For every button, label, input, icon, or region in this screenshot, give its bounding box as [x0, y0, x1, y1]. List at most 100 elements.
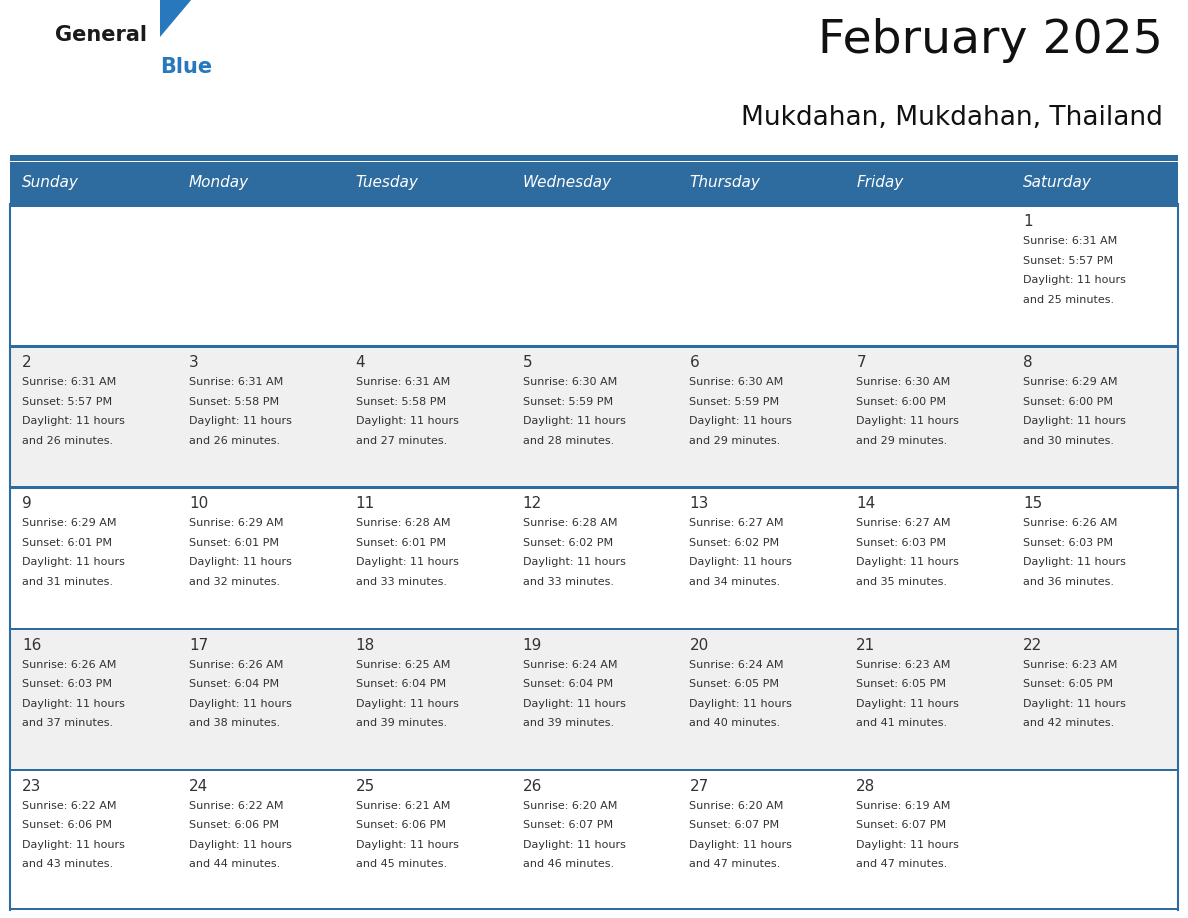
Text: Sunrise: 6:24 AM: Sunrise: 6:24 AM: [689, 660, 784, 669]
Text: Daylight: 11 hours: Daylight: 11 hours: [523, 416, 625, 426]
Text: and 29 minutes.: and 29 minutes.: [857, 436, 948, 446]
Text: 12: 12: [523, 497, 542, 511]
Text: Sunrise: 6:27 AM: Sunrise: 6:27 AM: [857, 519, 950, 529]
Text: 14: 14: [857, 497, 876, 511]
Text: 1: 1: [1023, 214, 1032, 229]
Text: and 35 minutes.: and 35 minutes.: [857, 577, 947, 587]
Text: February 2025: February 2025: [819, 18, 1163, 63]
Text: and 31 minutes.: and 31 minutes.: [23, 577, 113, 587]
Text: Sunrise: 6:20 AM: Sunrise: 6:20 AM: [523, 800, 617, 811]
Text: Sunrise: 6:26 AM: Sunrise: 6:26 AM: [1023, 519, 1118, 529]
Bar: [177, 162, 343, 204]
Text: Daylight: 11 hours: Daylight: 11 hours: [523, 699, 625, 709]
Text: and 42 minutes.: and 42 minutes.: [1023, 718, 1114, 728]
Text: 15: 15: [1023, 497, 1042, 511]
Text: Sunrise: 6:31 AM: Sunrise: 6:31 AM: [1023, 236, 1118, 246]
Text: 28: 28: [857, 778, 876, 794]
Text: Tuesday: Tuesday: [355, 175, 418, 191]
Text: and 26 minutes.: and 26 minutes.: [189, 436, 280, 446]
Text: 6: 6: [689, 355, 700, 370]
Bar: [10, 345, 1178, 348]
Text: Sunrise: 6:30 AM: Sunrise: 6:30 AM: [857, 377, 950, 387]
Text: and 33 minutes.: and 33 minutes.: [355, 577, 447, 587]
Text: Sunset: 6:07 PM: Sunset: 6:07 PM: [523, 821, 613, 830]
Text: Sunset: 6:07 PM: Sunset: 6:07 PM: [857, 821, 947, 830]
Text: Sunset: 6:02 PM: Sunset: 6:02 PM: [523, 538, 613, 548]
Bar: [10, 628, 1178, 768]
Text: 2: 2: [23, 355, 32, 370]
Text: 9: 9: [23, 497, 32, 511]
Text: and 40 minutes.: and 40 minutes.: [689, 718, 781, 728]
Bar: [677, 162, 845, 204]
Text: and 47 minutes.: and 47 minutes.: [689, 859, 781, 869]
Text: 16: 16: [23, 638, 42, 653]
Bar: [10, 768, 1178, 910]
Text: and 43 minutes.: and 43 minutes.: [23, 859, 113, 869]
Bar: [511, 162, 677, 204]
Text: 13: 13: [689, 497, 709, 511]
Text: and 25 minutes.: and 25 minutes.: [1023, 295, 1114, 305]
Text: 21: 21: [857, 638, 876, 653]
Text: Sunrise: 6:22 AM: Sunrise: 6:22 AM: [189, 800, 284, 811]
Text: Daylight: 11 hours: Daylight: 11 hours: [189, 840, 292, 850]
Text: Sunset: 5:59 PM: Sunset: 5:59 PM: [689, 397, 779, 407]
Bar: [10, 204, 1178, 207]
Text: General: General: [55, 25, 147, 45]
Text: Sunset: 6:03 PM: Sunset: 6:03 PM: [857, 538, 947, 548]
Text: Sunset: 6:06 PM: Sunset: 6:06 PM: [23, 821, 112, 830]
Text: Sunrise: 6:22 AM: Sunrise: 6:22 AM: [23, 800, 116, 811]
Text: Daylight: 11 hours: Daylight: 11 hours: [857, 699, 959, 709]
Text: Sunset: 6:06 PM: Sunset: 6:06 PM: [189, 821, 279, 830]
Text: 22: 22: [1023, 638, 1042, 653]
Text: Daylight: 11 hours: Daylight: 11 hours: [355, 557, 459, 567]
Text: and 32 minutes.: and 32 minutes.: [189, 577, 280, 587]
Text: and 39 minutes.: and 39 minutes.: [355, 718, 447, 728]
Text: and 27 minutes.: and 27 minutes.: [355, 436, 447, 446]
Text: Sunset: 6:04 PM: Sunset: 6:04 PM: [355, 679, 446, 689]
Text: and 30 minutes.: and 30 minutes.: [1023, 436, 1114, 446]
Text: 3: 3: [189, 355, 198, 370]
Text: Sunset: 5:59 PM: Sunset: 5:59 PM: [523, 397, 613, 407]
Text: and 39 minutes.: and 39 minutes.: [523, 718, 614, 728]
Text: Daylight: 11 hours: Daylight: 11 hours: [189, 416, 292, 426]
Bar: [10, 768, 1178, 771]
Text: 24: 24: [189, 778, 208, 794]
Text: Sunset: 6:01 PM: Sunset: 6:01 PM: [355, 538, 446, 548]
Text: Daylight: 11 hours: Daylight: 11 hours: [523, 840, 625, 850]
Text: Sunrise: 6:20 AM: Sunrise: 6:20 AM: [689, 800, 784, 811]
Bar: [10, 908, 1178, 910]
Text: Sunset: 5:57 PM: Sunset: 5:57 PM: [1023, 255, 1113, 265]
Text: Daylight: 11 hours: Daylight: 11 hours: [189, 557, 292, 567]
Text: 19: 19: [523, 638, 542, 653]
Text: Sunset: 6:06 PM: Sunset: 6:06 PM: [355, 821, 446, 830]
Text: Sunrise: 6:25 AM: Sunrise: 6:25 AM: [355, 660, 450, 669]
Text: Sunset: 6:00 PM: Sunset: 6:00 PM: [1023, 397, 1113, 407]
Text: and 29 minutes.: and 29 minutes.: [689, 436, 781, 446]
Text: Daylight: 11 hours: Daylight: 11 hours: [23, 416, 125, 426]
Text: Daylight: 11 hours: Daylight: 11 hours: [857, 840, 959, 850]
Polygon shape: [160, 0, 197, 37]
Bar: [1011, 162, 1178, 204]
Text: and 47 minutes.: and 47 minutes.: [857, 859, 948, 869]
Text: Mukdahan, Mukdahan, Thailand: Mukdahan, Mukdahan, Thailand: [741, 105, 1163, 131]
Text: 17: 17: [189, 638, 208, 653]
Text: 8: 8: [1023, 355, 1032, 370]
Text: and 44 minutes.: and 44 minutes.: [189, 859, 280, 869]
Text: Sunrise: 6:23 AM: Sunrise: 6:23 AM: [1023, 660, 1118, 669]
Text: and 46 minutes.: and 46 minutes.: [523, 859, 614, 869]
Text: Sunset: 6:05 PM: Sunset: 6:05 PM: [689, 679, 779, 689]
Text: Daylight: 11 hours: Daylight: 11 hours: [355, 840, 459, 850]
Bar: [10, 155, 1178, 161]
Text: Daylight: 11 hours: Daylight: 11 hours: [689, 840, 792, 850]
Text: Daylight: 11 hours: Daylight: 11 hours: [1023, 557, 1126, 567]
Text: Sunrise: 6:31 AM: Sunrise: 6:31 AM: [23, 377, 116, 387]
Text: 10: 10: [189, 497, 208, 511]
Text: and 28 minutes.: and 28 minutes.: [523, 436, 614, 446]
Text: Daylight: 11 hours: Daylight: 11 hours: [689, 557, 792, 567]
Text: Sunset: 6:04 PM: Sunset: 6:04 PM: [523, 679, 613, 689]
Text: Sunrise: 6:26 AM: Sunrise: 6:26 AM: [189, 660, 283, 669]
Text: Thursday: Thursday: [689, 175, 760, 191]
Text: Monday: Monday: [189, 175, 249, 191]
Bar: [10, 487, 1178, 628]
Text: Sunset: 5:57 PM: Sunset: 5:57 PM: [23, 397, 112, 407]
